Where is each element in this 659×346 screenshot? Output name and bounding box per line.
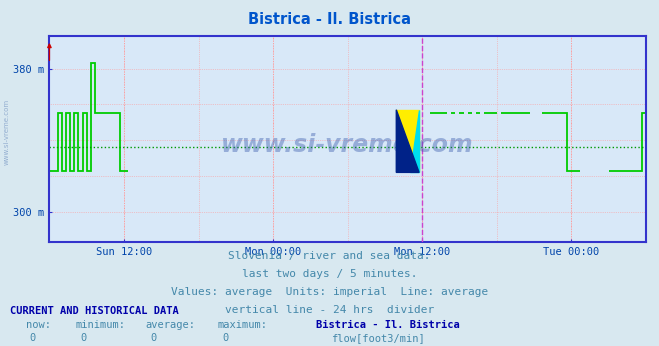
Text: Values: average  Units: imperial  Line: average: Values: average Units: imperial Line: av… xyxy=(171,287,488,297)
Text: maximum:: maximum: xyxy=(217,320,268,330)
Text: CURRENT AND HISTORICAL DATA: CURRENT AND HISTORICAL DATA xyxy=(10,306,179,316)
Polygon shape xyxy=(396,110,419,172)
Text: 0: 0 xyxy=(150,333,156,343)
Text: 0: 0 xyxy=(223,333,229,343)
Text: now:: now: xyxy=(26,320,51,330)
Text: Slovenia / river and sea data.: Slovenia / river and sea data. xyxy=(228,251,431,261)
Polygon shape xyxy=(396,110,419,172)
Text: Bistrica - Il. Bistrica: Bistrica - Il. Bistrica xyxy=(316,320,460,330)
Text: flow[foot3/min]: flow[foot3/min] xyxy=(331,333,424,343)
Text: minimum:: minimum: xyxy=(76,320,126,330)
Text: www.si-vreme.com: www.si-vreme.com xyxy=(3,98,10,165)
Polygon shape xyxy=(410,110,419,172)
Text: www.si-vreme.com: www.si-vreme.com xyxy=(221,134,474,157)
Text: average:: average: xyxy=(145,320,195,330)
Text: vertical line - 24 hrs  divider: vertical line - 24 hrs divider xyxy=(225,305,434,315)
Text: Bistrica - Il. Bistrica: Bistrica - Il. Bistrica xyxy=(248,12,411,27)
Text: last two days / 5 minutes.: last two days / 5 minutes. xyxy=(242,269,417,279)
Text: 0: 0 xyxy=(29,333,35,343)
Text: 0: 0 xyxy=(80,333,86,343)
